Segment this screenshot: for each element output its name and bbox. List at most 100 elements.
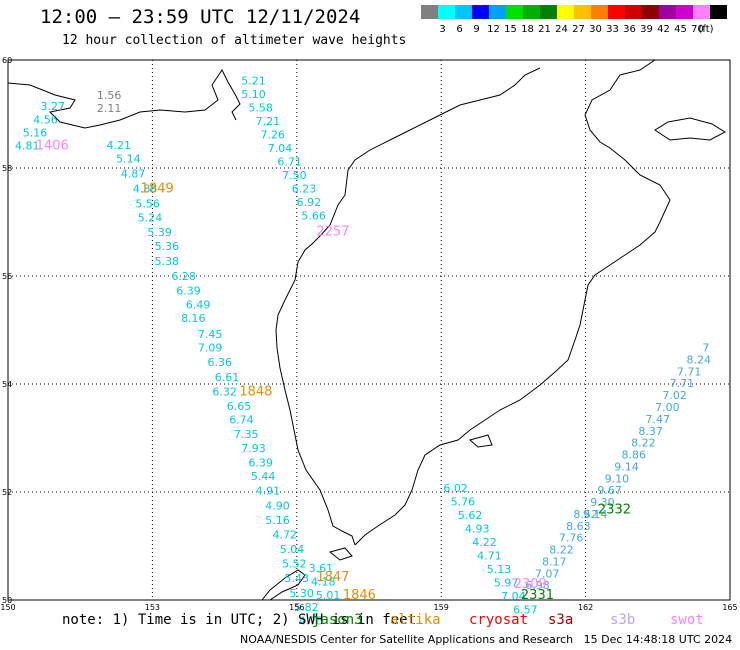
wave-height-value: 8.17 [542, 555, 567, 568]
satellite-legend-item: s3b [610, 612, 636, 628]
kuril-island [328, 547, 353, 561]
color-bin-label: 9 [473, 24, 479, 35]
color-bin [676, 5, 693, 19]
wave-height-value: 5.82 [294, 601, 319, 614]
color-bin-label: 18 [521, 24, 534, 35]
wave-height-value: 8.22 [549, 544, 574, 557]
wave-height-value: 5.43 [285, 572, 310, 585]
wave-height-value: 6.23 [292, 182, 317, 195]
wave-height-value: 4.71 [477, 550, 502, 563]
altimeter-tracks: 3.274.565.164.81 4.215.144.874.885.565.24… [15, 74, 711, 627]
wave-height-value: 8.52 [573, 508, 598, 521]
wave-height-value: 5.30 [289, 587, 314, 600]
color-bin-label: 3 [439, 24, 445, 35]
color-bin [489, 5, 506, 19]
wave-height-value: 5.14 [116, 153, 141, 166]
pass-time-label: 1406 [36, 139, 69, 154]
wave-height-value: 6.98 [525, 579, 550, 592]
lon-tick-label: 150 [0, 603, 15, 612]
wave-height-value: 4.22 [472, 536, 497, 549]
wave-height-value: 7.09 [198, 342, 223, 355]
kamchatka-east-coast [354, 59, 672, 546]
wave-height-value: 3.61 [309, 562, 334, 575]
wave-height-value: 5.04 [280, 543, 305, 556]
wave-height-value: 9.10 [605, 472, 630, 485]
lat-tick-label: 54 [2, 380, 12, 389]
color-scale-legend: 3 6 9 12 15 18 21 24 27 30 33 36 39 42 45 70(ft) [421, 5, 727, 35]
wave-height-value: 7.93 [241, 442, 266, 455]
wave-height-value: 4.90 [265, 499, 290, 512]
wave-height-value: 7.35 [234, 428, 259, 441]
kamchatka-west-coast [275, 67, 541, 546]
wave-height-value: 9.30 [590, 496, 615, 509]
wave-height-value: 5.21 [241, 74, 266, 87]
wave-height-value: 6.71 [277, 155, 302, 168]
wave-height-value: 5.56 [135, 197, 160, 210]
lon-tick-label: 156 [289, 603, 304, 612]
wave-height-value: 6.36 [208, 356, 233, 369]
wave-height-value: 8.16 [181, 312, 206, 325]
color-bin [608, 5, 625, 19]
kuril-island [468, 434, 493, 448]
wave-height-value: 5.62 [458, 509, 483, 522]
color-bin-label: 15 [504, 24, 517, 35]
lat-tick-label: 56 [2, 272, 12, 281]
wave-height-value: 4.21 [106, 139, 131, 152]
wave-height-value: 8.24 [686, 353, 711, 366]
lat-tick-label: 60 [2, 56, 12, 65]
wave-height-value: 4.93 [465, 523, 490, 536]
pass-time-label: 2332 [598, 503, 631, 518]
color-bin [625, 5, 642, 19]
wave-height-value: 5.76 [451, 496, 476, 509]
wave-height-value: 7.50 [282, 169, 307, 182]
wave-height-value: 7.04 [501, 590, 526, 603]
color-bin-label: 33 [606, 24, 619, 35]
wave-height-value: 5.66 [301, 209, 326, 222]
wave-height-value: 5.36 [155, 240, 180, 253]
wave-height-value: 7.02 [662, 389, 687, 402]
pass-time-label: 2309 [514, 577, 547, 592]
color-bin [540, 5, 557, 19]
wave-height-value: 6.02 [443, 482, 468, 495]
color-bin-label: 70 [691, 24, 704, 35]
pass-time-label: 1849 [141, 181, 174, 196]
color-bin [557, 5, 574, 19]
wave-height-value: 5.01 [316, 589, 341, 602]
wave-height-value: 6.39 [248, 457, 273, 470]
map-title: 12:00 – 23:59 UTC 12/11/2024 [40, 6, 361, 28]
color-bin [659, 5, 676, 19]
satellite-legend-item: jason3 [312, 612, 363, 628]
color-bin [506, 5, 523, 19]
pass-time-label: 2331 [521, 588, 554, 603]
wave-height-value: 6.61 [215, 371, 240, 384]
map-subtitle: 12 hour collection of altimeter wave hei… [62, 33, 407, 48]
color-bin [421, 5, 438, 19]
pass-time-label: 1846 [343, 588, 376, 603]
wave-height-value: 6.92 [297, 196, 322, 209]
wave-height-value: 5.10 [241, 88, 266, 101]
color-bin-unit: (ft) [698, 24, 713, 35]
lat-tick-label: 58 [2, 164, 12, 173]
color-bin-label: 21 [538, 24, 551, 35]
wave-height-value: 5.16 [265, 514, 290, 527]
wave-height-value: 5.58 [248, 101, 273, 114]
wave-height-value: 7.26 [260, 128, 285, 141]
wave-height-value: 5.38 [155, 255, 180, 268]
wave-height-value: 7.76 [559, 532, 584, 545]
wave-height-value: 2.11 [97, 102, 122, 115]
wave-height-value: 5.16 [23, 127, 48, 140]
color-bin [455, 5, 472, 19]
color-bin [523, 5, 540, 19]
lon-tick-label: 159 [434, 603, 449, 612]
color-bin [438, 5, 455, 19]
wave-height-value: 5.52 [282, 558, 307, 571]
pass-time-label: 2257 [316, 225, 349, 240]
wave-height-value: 7.21 [256, 115, 281, 128]
color-bin-label: 39 [640, 24, 653, 35]
color-bin [472, 5, 489, 19]
wave-height-value: 9.67 [597, 484, 622, 497]
wave-height-value: 7.04 [268, 142, 293, 155]
color-bin-label: 36 [623, 24, 636, 35]
wave-height-value: 9.14 [583, 508, 608, 521]
